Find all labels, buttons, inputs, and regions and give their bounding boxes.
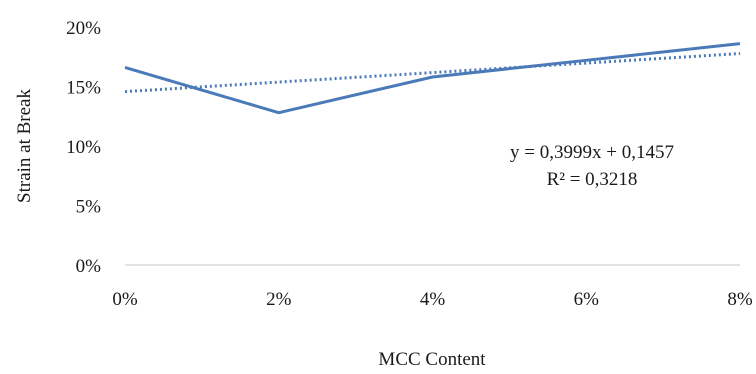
y-axis-ticks: 0% 5% 10% 15% 20% — [66, 18, 101, 277]
x-tick-label: 6% — [574, 289, 600, 310]
x-axis-ticks: 0% 2% 4% 6% 8% — [112, 289, 753, 310]
x-tick-label: 8% — [727, 289, 753, 310]
y-tick-label: 5% — [76, 197, 102, 218]
x-axis-title: MCC Content — [378, 349, 486, 370]
x-tick-label: 4% — [420, 289, 446, 310]
trendline — [124, 52, 741, 94]
y-tick-label: 15% — [66, 78, 101, 99]
x-tick-label: 2% — [266, 289, 292, 310]
trendline-equation: y = 0,3999x + 0,1457 — [510, 142, 674, 163]
y-axis-title: Strain at Break — [14, 89, 35, 203]
series-line-strain-at-break — [124, 42, 741, 115]
y-tick-label: 10% — [66, 137, 101, 158]
x-tick-label: 0% — [112, 289, 138, 310]
trendline-r-squared: R² = 0,3218 — [547, 169, 638, 190]
trendline-annotation: y = 0,3999x + 0,1457 R² = 0,3218 — [510, 142, 674, 190]
y-tick-label: 20% — [66, 18, 101, 39]
y-tick-label: 0% — [76, 256, 102, 277]
